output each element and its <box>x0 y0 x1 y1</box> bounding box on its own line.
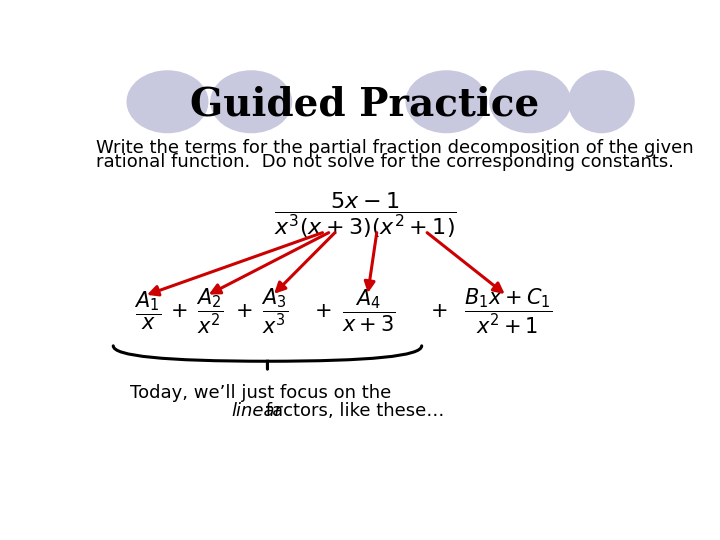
Text: $+$: $+$ <box>235 301 252 321</box>
Text: $\dfrac{A_3}{x^3}$: $\dfrac{A_3}{x^3}$ <box>261 286 288 336</box>
Text: $\dfrac{5x-1}{x^3(x+3)(x^2+1)}$: $\dfrac{5x-1}{x^3(x+3)(x^2+1)}$ <box>274 190 456 240</box>
Text: Write the terms for the partial fraction decomposition of the given: Write the terms for the partial fraction… <box>96 139 694 157</box>
Text: factors, like these…: factors, like these… <box>260 402 444 420</box>
Text: Guided Practice: Guided Practice <box>191 86 540 124</box>
Ellipse shape <box>211 71 292 132</box>
Text: linear: linear <box>231 402 282 420</box>
Ellipse shape <box>569 71 634 132</box>
Text: $\dfrac{A_2}{x^2}$: $\dfrac{A_2}{x^2}$ <box>197 286 224 336</box>
Text: Today, we’ll just focus on the: Today, we’ll just focus on the <box>130 384 391 402</box>
Ellipse shape <box>127 71 208 132</box>
Text: $\dfrac{B_1x+C_1}{x^2+1}$: $\dfrac{B_1x+C_1}{x^2+1}$ <box>464 286 553 336</box>
Ellipse shape <box>490 71 570 132</box>
Text: rational function.  Do not solve for the corresponding constants.: rational function. Do not solve for the … <box>96 153 674 171</box>
Text: $\dfrac{A_1}{x}$: $\dfrac{A_1}{x}$ <box>135 290 162 332</box>
Text: $\dfrac{A_4}{x+3}$: $\dfrac{A_4}{x+3}$ <box>342 288 396 334</box>
Text: $+$: $+$ <box>171 301 188 321</box>
Text: $+$: $+$ <box>430 301 447 321</box>
Text: $+$: $+$ <box>314 301 331 321</box>
Ellipse shape <box>406 71 487 132</box>
